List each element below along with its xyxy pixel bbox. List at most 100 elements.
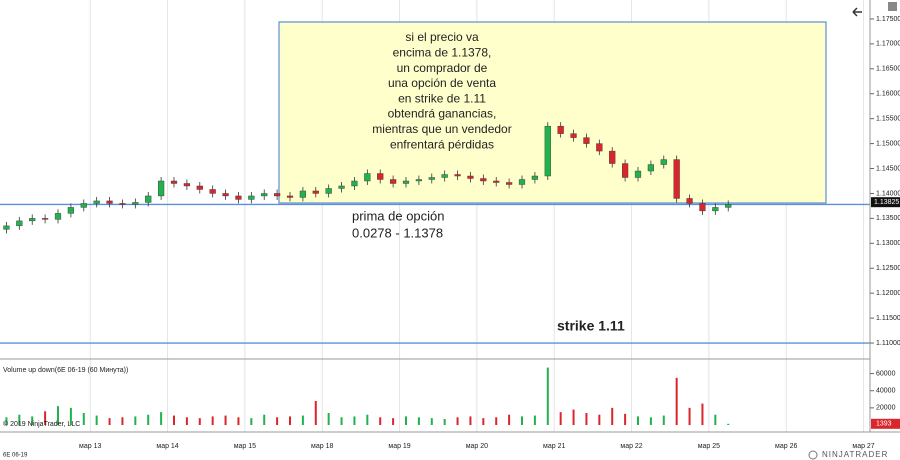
volume-bar	[95, 415, 98, 425]
candle-body	[402, 180, 410, 184]
candle-body	[170, 180, 178, 184]
candle-body	[248, 195, 255, 200]
volume-bar	[366, 414, 369, 425]
y-tick-label: 1.14000	[876, 190, 900, 197]
candle-body	[647, 164, 654, 172]
volume-title: Volume up down(6E 06-19 (60 Минута))	[3, 367, 128, 374]
annotation-line: encima de 1.1378,	[393, 45, 492, 59]
brand: NINJATRADER	[822, 450, 888, 459]
back-button[interactable]	[852, 7, 862, 17]
candle-body	[132, 202, 139, 205]
volume-bar	[701, 403, 704, 425]
volume-bar	[585, 413, 588, 425]
volume-bar	[533, 415, 536, 425]
candle-body	[80, 203, 87, 208]
volume-bar	[443, 419, 446, 425]
plot	[0, 122, 870, 425]
volume-bar	[134, 416, 137, 425]
volume-bar	[379, 417, 382, 425]
candle-body	[634, 170, 642, 178]
candle-body	[441, 174, 448, 178]
y-tick-label: 1.17000	[876, 41, 900, 48]
volume-bar	[430, 418, 433, 425]
annotation-line: obtendrá ganancias,	[388, 107, 497, 121]
candle-body	[570, 133, 577, 138]
volume-bar	[637, 416, 639, 425]
y-tick-label: 1.12500	[876, 265, 900, 272]
candle-body	[415, 179, 422, 182]
volume-bar	[675, 377, 678, 425]
candle-body	[596, 143, 603, 152]
brand-logo	[808, 450, 818, 460]
volume-bar	[276, 417, 279, 425]
candle-body	[712, 207, 719, 212]
y-tick-label: 1.11500	[876, 315, 900, 322]
volume-bar	[289, 416, 291, 425]
last-volume-label: 1393	[876, 421, 892, 428]
volume-bar	[314, 401, 317, 425]
candle-body	[325, 188, 332, 194]
candle-body	[622, 163, 629, 178]
y-tick-label: 1.16500	[876, 66, 900, 73]
candle-body	[660, 159, 667, 165]
volume-bar	[44, 411, 47, 425]
candle-body	[145, 195, 152, 203]
volume-bar	[611, 407, 614, 425]
candle-body	[364, 173, 371, 182]
candle-body	[93, 200, 100, 204]
candle-body	[338, 185, 345, 189]
volume-bar	[263, 414, 266, 425]
candle-body	[3, 225, 10, 230]
candle-body	[583, 137, 590, 144]
y-tick-label: 1.17500	[876, 16, 900, 23]
volume-bar	[521, 416, 523, 425]
y-tick-label: 1.15000	[876, 140, 900, 147]
menu-button[interactable]	[888, 2, 897, 11]
volume-bar	[224, 415, 227, 425]
x-tick-label: мар 26	[775, 443, 797, 450]
volume-bar	[353, 416, 356, 425]
volume-bar	[237, 417, 240, 425]
candle-body	[299, 190, 306, 198]
annotation-line: si el precio va	[405, 30, 479, 44]
candle-body	[686, 198, 693, 204]
candle-body	[106, 200, 113, 204]
x-tick-label: мар 15	[234, 443, 256, 450]
candle-body	[274, 193, 281, 197]
volume-bar	[688, 407, 691, 425]
x-tick-label: мар 18	[311, 443, 333, 450]
volume-bar	[121, 417, 124, 425]
volume-bar	[31, 416, 34, 425]
x-tick-label: мар 22	[620, 443, 642, 450]
candle-body	[16, 220, 23, 227]
volume-bar	[250, 418, 253, 425]
y-tick-label: 20000	[876, 405, 896, 412]
candle-body	[544, 125, 551, 177]
candle-body	[261, 193, 268, 197]
candle-body	[312, 190, 319, 194]
volume-bar	[624, 413, 627, 425]
volume-bar	[482, 418, 485, 425]
volume-bar	[508, 414, 511, 425]
candle-body	[54, 213, 62, 220]
y-tick-label: 60000	[876, 370, 896, 377]
y-tick-label: 1.13500	[876, 215, 900, 222]
copyright: © 2019 NinjaTrader, LLC	[3, 420, 80, 428]
strike-label: strike 1.11	[557, 318, 625, 334]
y-tick-label: 1.11000	[876, 340, 900, 347]
candle-body	[467, 175, 474, 179]
candle-body	[67, 207, 74, 214]
candle-body	[209, 189, 216, 194]
candle-body	[518, 179, 526, 185]
candle-body	[725, 204, 732, 208]
candle-body	[42, 218, 49, 220]
last-volume-marker	[871, 418, 900, 429]
candle-body	[609, 150, 616, 164]
candle-body	[673, 159, 680, 199]
candle-body	[390, 179, 397, 184]
instrument: 6E 06-19	[3, 453, 28, 459]
candle-body	[531, 175, 538, 180]
volume-bar	[5, 417, 8, 425]
x-tick-label: мар 27	[852, 443, 874, 450]
